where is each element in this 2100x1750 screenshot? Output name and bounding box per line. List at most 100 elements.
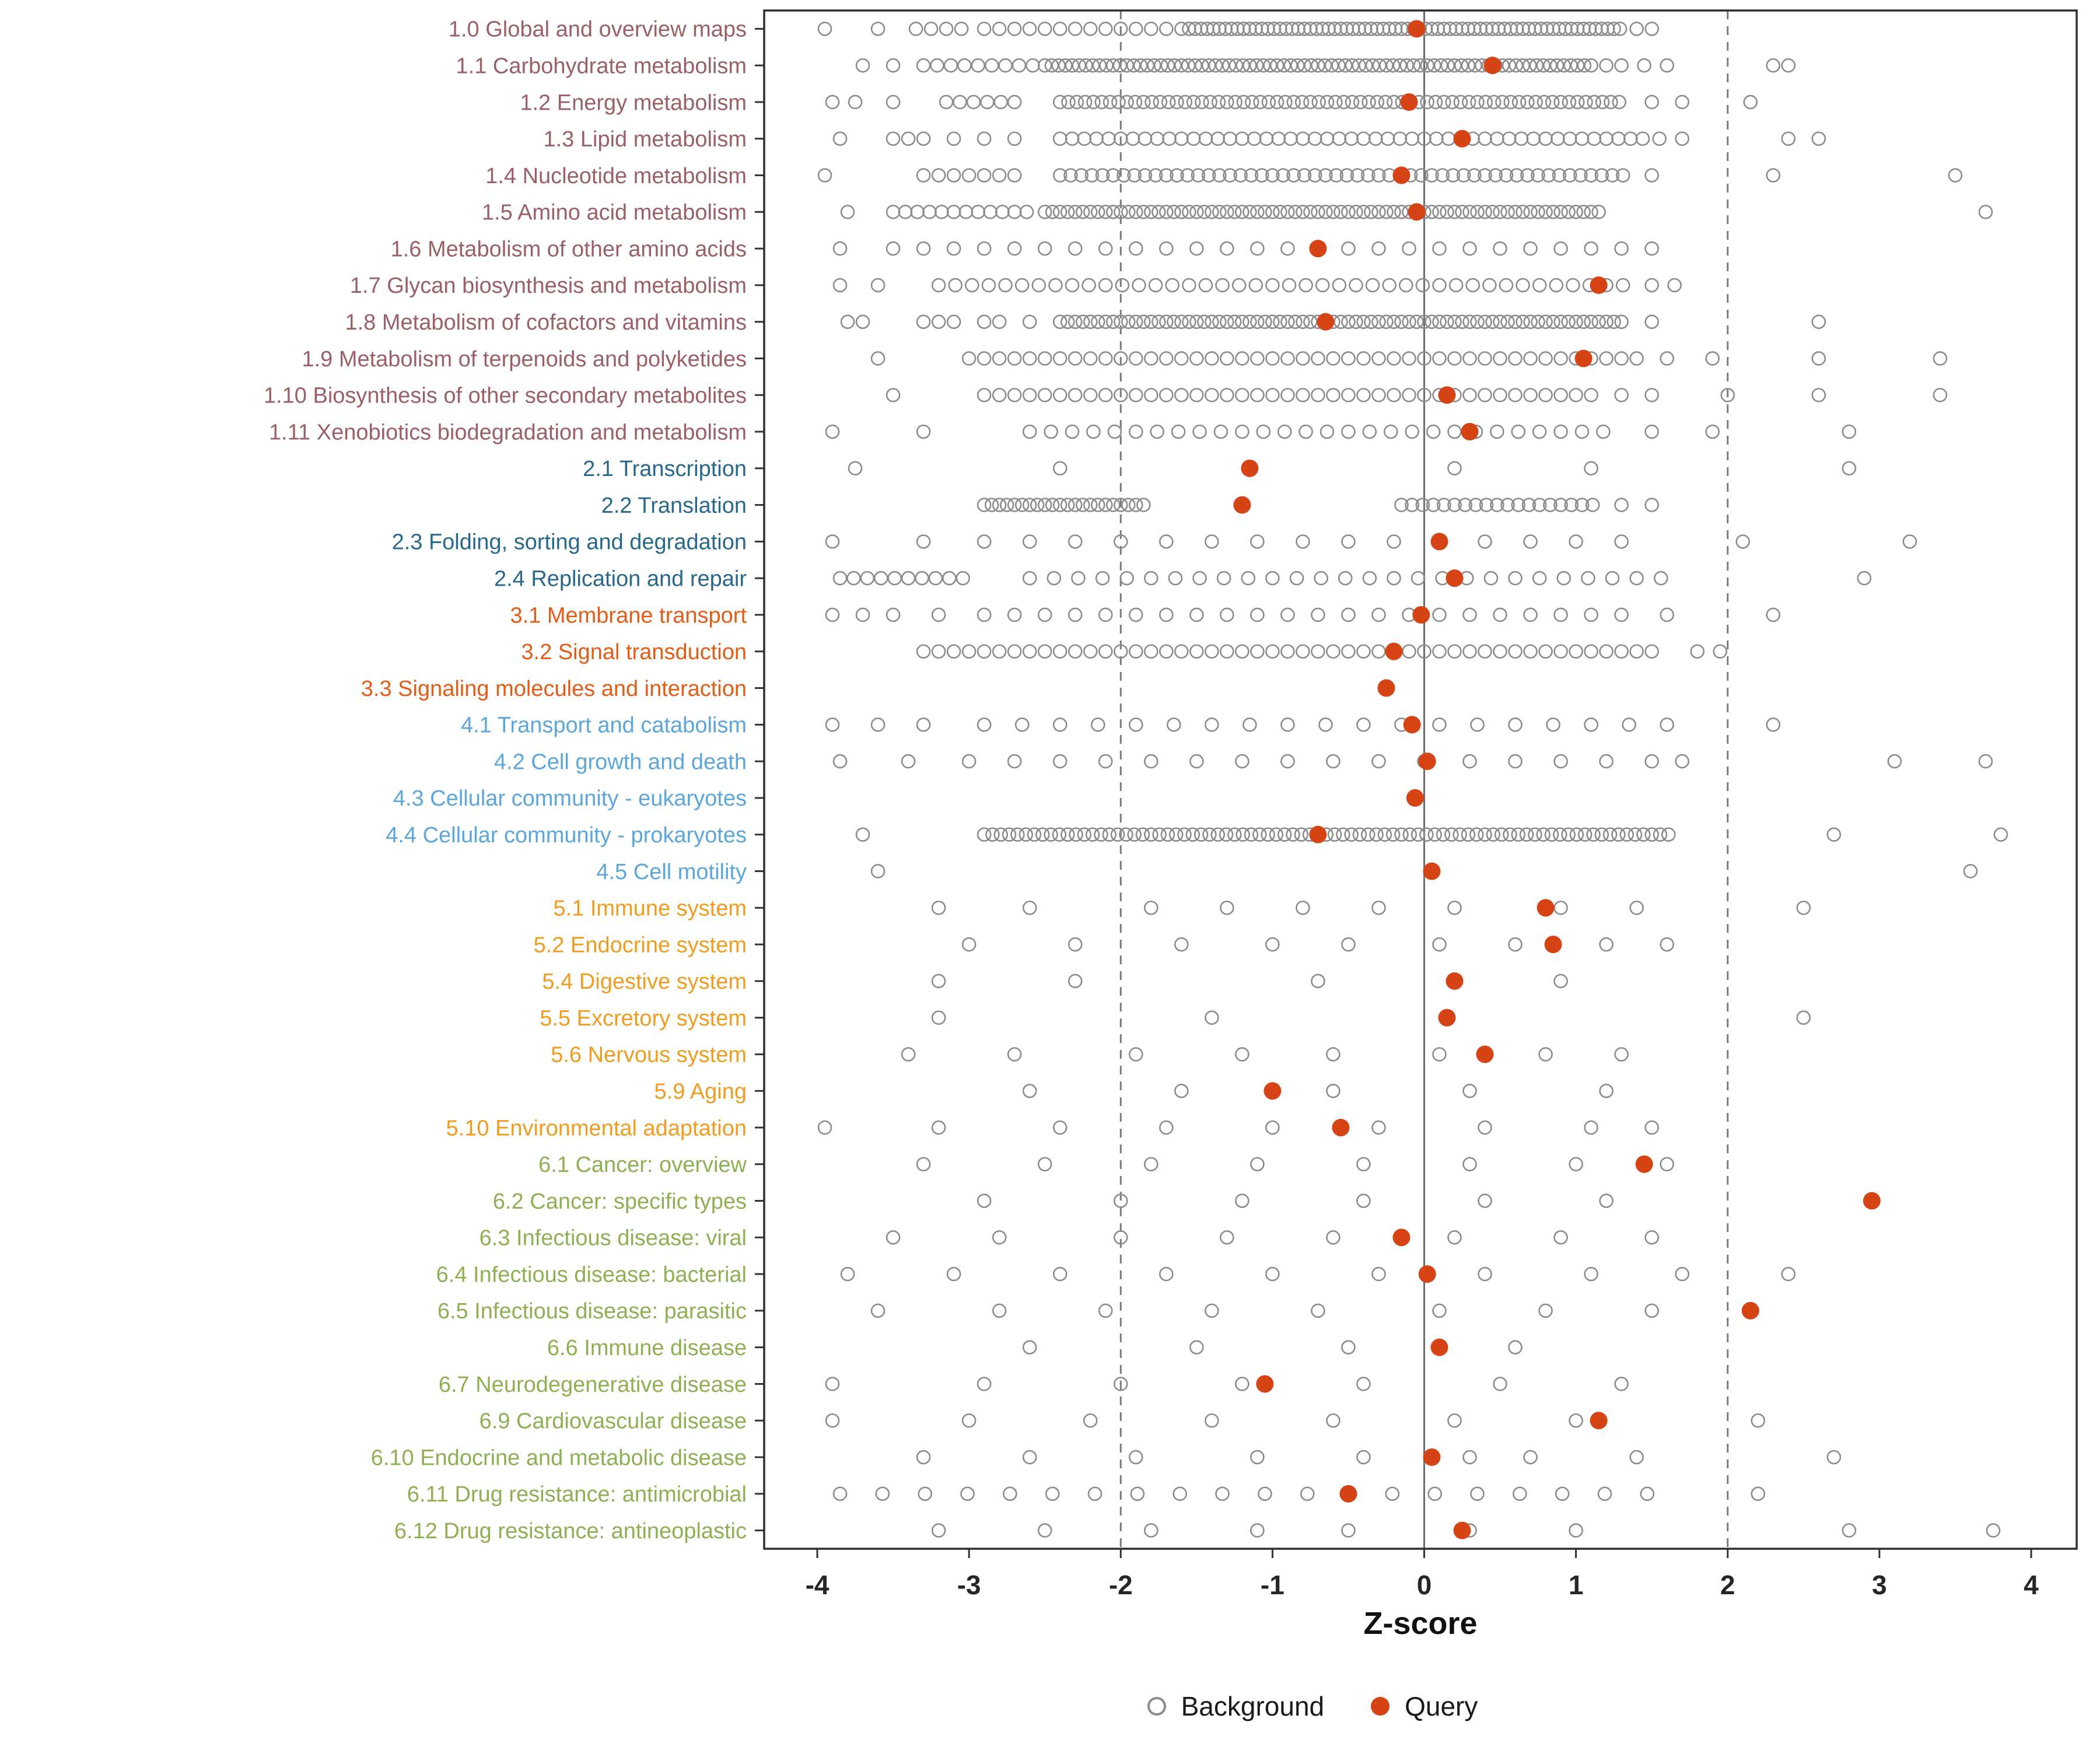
background-point	[1986, 1523, 2001, 1538]
background-point	[1356, 205, 1371, 219]
background-point	[1713, 644, 1728, 659]
background-point	[1105, 498, 1121, 512]
background-point	[1297, 58, 1312, 73]
background-point	[1857, 570, 1872, 586]
background-point	[1553, 205, 1568, 219]
background-point	[1405, 424, 1419, 439]
background-point	[1195, 94, 1209, 110]
background-point	[1402, 241, 1416, 256]
background-point	[1205, 1010, 1219, 1025]
background-point	[817, 168, 832, 183]
background-point	[1586, 827, 1601, 842]
background-point	[1052, 1120, 1068, 1135]
background-point	[1303, 205, 1318, 219]
background-point	[1318, 718, 1333, 732]
background-point	[1577, 827, 1592, 842]
background-point	[1490, 424, 1504, 439]
background-point	[1296, 534, 1310, 549]
background-point	[1068, 351, 1083, 366]
background-point	[1195, 58, 1209, 73]
background-point	[1488, 168, 1503, 183]
background-point	[1499, 168, 1514, 183]
background-point	[1022, 570, 1037, 586]
background-point	[1265, 570, 1280, 586]
background-point	[1083, 387, 1098, 402]
query-point	[1446, 972, 1464, 990]
background-point	[1640, 1486, 1655, 1502]
background-point	[1085, 58, 1100, 73]
background-point	[1174, 644, 1189, 659]
background-point	[1811, 387, 1826, 402]
background-point	[1427, 58, 1441, 73]
background-point	[1653, 570, 1668, 586]
background-point	[1098, 241, 1113, 256]
background-point	[1432, 278, 1447, 293]
background-point	[1052, 351, 1068, 366]
category-label: 4.2 Cell growth and death	[494, 750, 747, 774]
background-point	[1349, 278, 1363, 293]
background-point	[1083, 351, 1098, 366]
background-point	[916, 424, 931, 439]
background-point	[1341, 1523, 1356, 1538]
background-point	[1552, 168, 1567, 183]
category-label: 3.3 Signaling molecules and interaction	[361, 677, 747, 701]
background-point	[1383, 424, 1398, 439]
background-point	[946, 131, 961, 146]
legend-item-background: Background	[1147, 1690, 1324, 1722]
background-point	[1090, 718, 1105, 732]
background-point	[1315, 278, 1330, 293]
background-point	[1523, 314, 1538, 329]
category-label: 1.11 Xenobiotics biodegradation and meta…	[269, 420, 747, 444]
background-point	[1087, 1486, 1102, 1502]
background-point	[1502, 58, 1517, 73]
query-point	[1635, 1155, 1653, 1173]
background-point	[1212, 314, 1227, 329]
background-point	[1581, 570, 1595, 586]
background-point	[1538, 314, 1553, 329]
query-point	[1430, 1338, 1448, 1356]
background-point	[1339, 168, 1354, 183]
background-point	[1052, 498, 1068, 512]
background-point	[1211, 94, 1226, 110]
background-point	[1356, 314, 1371, 329]
background-point	[1417, 351, 1432, 366]
background-point	[1037, 1523, 1052, 1538]
background-point	[1462, 1157, 1477, 1172]
background-point	[1113, 1194, 1128, 1208]
background-point	[1326, 387, 1340, 402]
background-point	[1436, 827, 1451, 842]
background-point	[1265, 644, 1280, 659]
background-point	[1402, 827, 1418, 842]
background-point	[1144, 94, 1159, 110]
background-point	[1576, 314, 1591, 329]
background-point	[1377, 827, 1392, 842]
background-point	[1098, 1303, 1113, 1318]
background-point	[817, 22, 832, 36]
background-point	[1241, 570, 1256, 586]
background-point	[1143, 314, 1158, 329]
background-point	[1286, 168, 1301, 183]
background-point	[1445, 94, 1460, 110]
background-point	[1599, 1083, 1614, 1098]
background-point	[1068, 22, 1083, 36]
background-point	[855, 314, 870, 329]
background-point	[1546, 314, 1560, 329]
background-point	[1060, 498, 1075, 512]
background-point	[1604, 94, 1618, 110]
background-point	[1574, 498, 1590, 512]
background-point	[1644, 1303, 1659, 1318]
background-point	[1052, 1266, 1068, 1282]
background-point	[1584, 387, 1598, 402]
background-point	[1462, 351, 1477, 366]
background-point	[875, 1486, 890, 1502]
background-point	[1250, 534, 1265, 549]
background-point	[1044, 424, 1058, 439]
background-point	[992, 644, 1007, 659]
background-point	[1233, 168, 1248, 183]
background-point	[1276, 168, 1290, 183]
background-point	[1289, 570, 1304, 586]
background-point	[1222, 58, 1237, 73]
background-point	[1265, 1266, 1280, 1282]
background-point	[916, 131, 931, 146]
background-point	[817, 1120, 832, 1135]
